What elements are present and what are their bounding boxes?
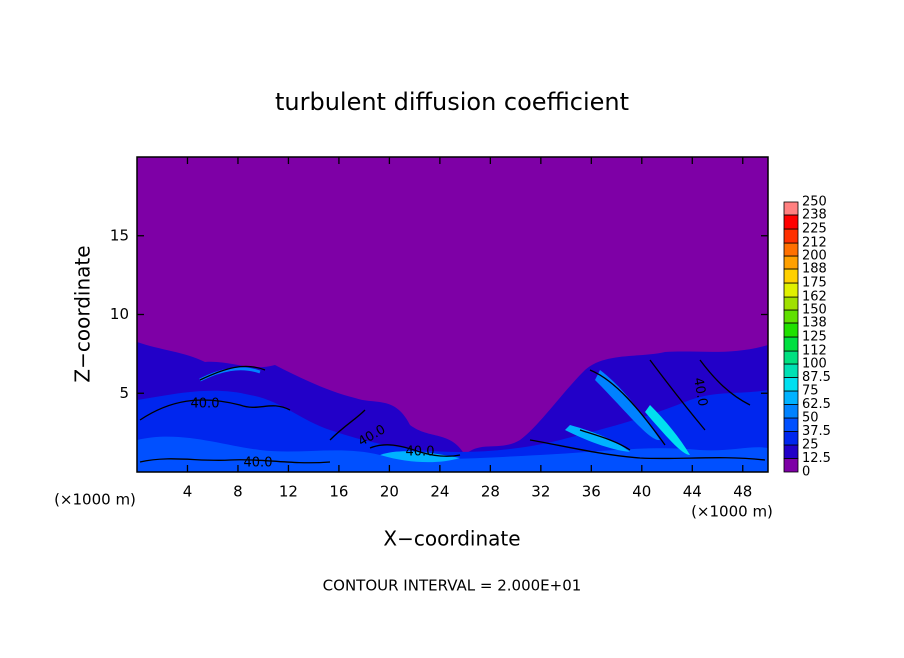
contour-label: 40.0 [406,445,435,460]
x-tick-label: 36 [582,483,601,501]
y-tick-label: 5 [119,384,129,402]
x-tick-label: 20 [380,483,399,501]
field-region [595,370,660,441]
contour-lines [139,359,766,464]
x-tick-label: 40 [632,483,651,501]
x-tick-label: 12 [279,483,298,501]
colorbar-bin [783,377,799,392]
colorbar-bin [783,282,799,298]
colorbar-bin [783,322,799,338]
colorbar-label: 25 [802,438,819,453]
contour-label: 40.0 [191,397,220,412]
colorbar-bin [783,255,799,270]
y-tick-label: 10 [110,305,129,323]
colorbar-bin [783,417,799,432]
x-tick-label: 28 [481,483,500,501]
colorbar-label: 212 [802,236,827,251]
x-tick-label: 32 [531,483,550,501]
colorbar-bin [783,350,799,365]
colorbar-bin [783,228,799,244]
x-tick-label: 24 [430,483,449,501]
field-region [645,405,690,455]
x-tick-label: 48 [733,483,752,501]
colorbar-bin [783,201,799,216]
colorbar-label: 200 [802,249,827,264]
colorbar-bin [783,309,799,324]
colorbar-bin [783,390,799,405]
colorbar-label: 250 [802,195,827,210]
colorbar-label: 225 [802,222,827,237]
field-region [137,436,768,472]
colorbar-bin [783,404,799,419]
colorbar-label: 75 [802,384,819,399]
colorbar-label: 188 [802,261,827,276]
contour-label: 40.0 [690,376,710,407]
x-unit-label: (×1000 m) [691,503,773,521]
colorbar-bin [783,363,799,378]
colorbar-label: 50 [802,411,819,426]
contour-label: 40.0 [244,456,273,471]
colorbar-label: 150 [802,303,827,318]
x-unit-label: (×1000 m) [54,491,136,509]
chart-title: turbulent diffusion coefficient [275,88,629,116]
x-tick-label: 8 [233,483,243,501]
colorbar-label: 100 [802,357,827,372]
colorbar-bin [783,458,799,473]
x-tick-label: 16 [329,483,348,501]
colorbar-bin [783,268,799,284]
colorbar-bin [783,214,799,230]
x-tick-label: 44 [683,483,702,501]
field-region [565,425,630,452]
y-tick-label: 15 [110,226,129,244]
colorbar-label: 175 [802,276,827,291]
colorbar-bin [783,336,799,352]
x-axis-title: X−coordinate [383,527,520,551]
field [137,157,768,472]
y-axis-title: Z−coordinate [71,245,95,382]
colorbar-label: 0 [802,465,810,480]
colorbar-label: 125 [802,330,827,345]
colorbar-bin [783,242,799,257]
colorbar-bin [783,431,799,446]
field-region [380,451,460,463]
colorbar-label: 12.5 [802,451,831,466]
colorbar-label: 238 [802,207,827,222]
colorbar-label: 112 [802,344,827,359]
colorbar-label: 87.5 [802,370,831,385]
footnote: CONTOUR INTERVAL = 2.000E+01 [323,577,582,595]
colorbar-bin [783,444,799,459]
x-tick-label: 4 [183,483,193,501]
colorbar-bin [783,296,799,311]
colorbar-label: 138 [802,315,827,330]
colorbar-label: 62.5 [802,397,831,412]
colorbar-label: 37.5 [802,424,831,439]
colorbar-label: 162 [802,290,827,305]
